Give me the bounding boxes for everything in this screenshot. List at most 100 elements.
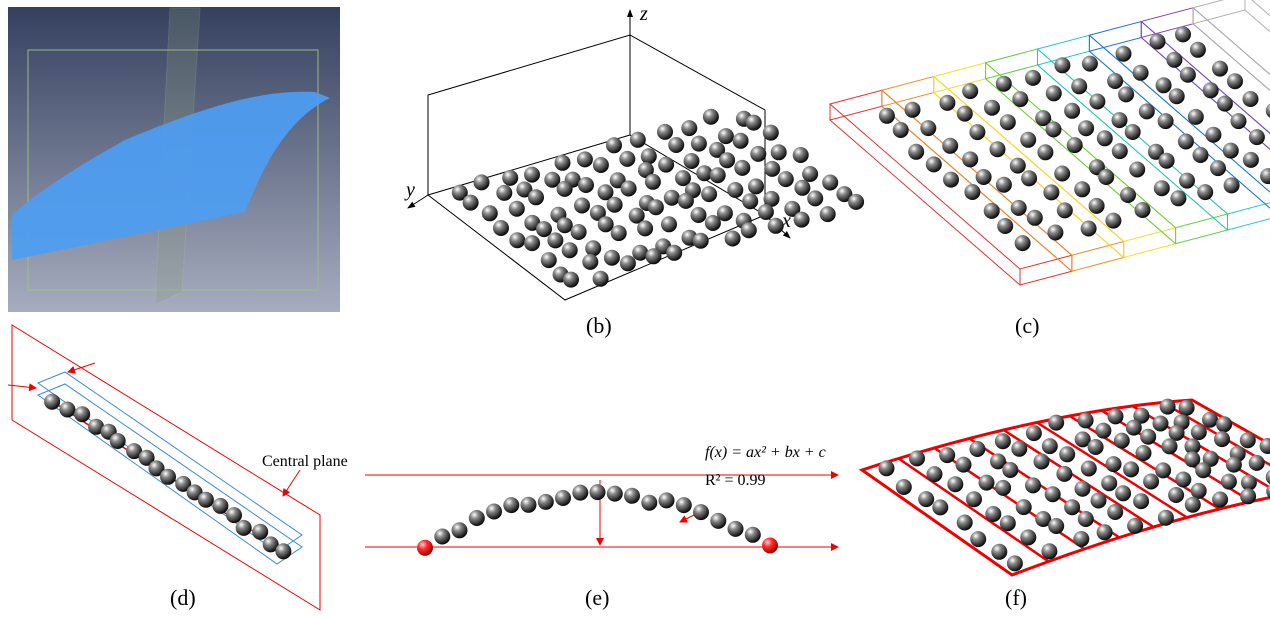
particle: [939, 95, 955, 111]
particle: [1158, 113, 1174, 129]
particle: [1162, 438, 1178, 454]
particle: [1127, 518, 1143, 534]
particle: [641, 148, 657, 164]
particle: [1168, 487, 1184, 503]
particle: [1112, 112, 1128, 128]
particle: [620, 255, 636, 271]
particle: [676, 497, 692, 513]
particle: [666, 245, 682, 261]
particle: [1073, 531, 1089, 547]
particle: [746, 115, 762, 131]
particle: [728, 521, 744, 537]
particle: [962, 151, 978, 167]
particle: [1133, 65, 1149, 81]
particle: [648, 199, 664, 215]
particle: [434, 529, 450, 545]
particle: [74, 406, 90, 422]
particle: [1089, 198, 1105, 214]
particle: [1120, 187, 1136, 203]
particle: [571, 224, 587, 240]
particle: [1097, 524, 1113, 540]
particle: [762, 538, 778, 554]
particle: [750, 146, 766, 162]
panel-c: (c): [830, 0, 1270, 338]
figure: z y x (b) (c) Central plane (d) f(x) = a…: [0, 0, 1270, 617]
particle: [1074, 181, 1090, 197]
particle: [969, 441, 985, 457]
particle: [417, 540, 433, 556]
particle: [1025, 477, 1041, 493]
slab: [1089, 22, 1270, 201]
particle: [59, 402, 75, 418]
particle: [1098, 169, 1114, 185]
particle: [719, 152, 735, 168]
particle: [198, 492, 214, 508]
particle: [661, 216, 677, 232]
particle: [1101, 475, 1117, 491]
particle: [496, 185, 512, 201]
particle: [758, 204, 774, 220]
particle: [957, 515, 973, 531]
particle: [1105, 213, 1121, 229]
particle: [1266, 103, 1270, 119]
particle: [509, 232, 525, 248]
particle: [991, 544, 1007, 560]
annotation: Central plane: [262, 453, 348, 470]
panel-a: [8, 7, 340, 312]
particle: [598, 216, 614, 232]
particle: [932, 499, 948, 515]
particle: [619, 151, 635, 167]
particle: [1212, 492, 1228, 508]
particle: [1056, 466, 1072, 482]
particle: [995, 433, 1011, 449]
panel-label: (d): [170, 585, 196, 610]
particle: [524, 167, 540, 183]
particle: [1016, 499, 1032, 515]
particle: [1082, 56, 1098, 72]
particle: [1067, 137, 1083, 153]
particle: [678, 193, 694, 209]
particle: [668, 137, 684, 153]
particle: [572, 485, 588, 501]
particle: [1020, 529, 1036, 545]
particle: [909, 450, 925, 466]
particle: [1190, 42, 1206, 58]
panel-d: Central plane (d): [8, 325, 348, 610]
particle: [1089, 94, 1105, 110]
particle: [1059, 446, 1075, 462]
particle: [1021, 170, 1037, 186]
particle: [705, 215, 721, 231]
equation: f(x) = ax² + bx + c: [705, 444, 826, 461]
particle: [1205, 127, 1221, 143]
particle: [734, 160, 750, 176]
particle: [469, 510, 485, 526]
particle: [275, 543, 291, 559]
particle: [1126, 420, 1142, 436]
particle: [657, 124, 673, 140]
particle: [725, 231, 741, 247]
particle: [1143, 474, 1159, 490]
particle: [658, 157, 674, 173]
particle: [503, 497, 519, 513]
particle: [1226, 457, 1242, 473]
particle: [578, 177, 594, 193]
particle: [1000, 515, 1016, 531]
particle: [1223, 143, 1239, 159]
particle: [1037, 144, 1053, 160]
particle: [1170, 190, 1186, 206]
particle: [1243, 91, 1259, 107]
particle: [607, 486, 623, 502]
particle: [1012, 91, 1028, 107]
r-squared: R² = 0.99: [705, 472, 766, 489]
particle: [1075, 481, 1091, 497]
particle: [748, 178, 764, 194]
particle: [1081, 461, 1097, 477]
particle: [1202, 412, 1218, 428]
particle: [1081, 221, 1097, 237]
particle: [1046, 121, 1062, 137]
particle: [1216, 416, 1232, 432]
particle: [1106, 456, 1122, 472]
particle: [970, 531, 986, 547]
particle: [710, 513, 726, 529]
particle: [926, 156, 942, 172]
